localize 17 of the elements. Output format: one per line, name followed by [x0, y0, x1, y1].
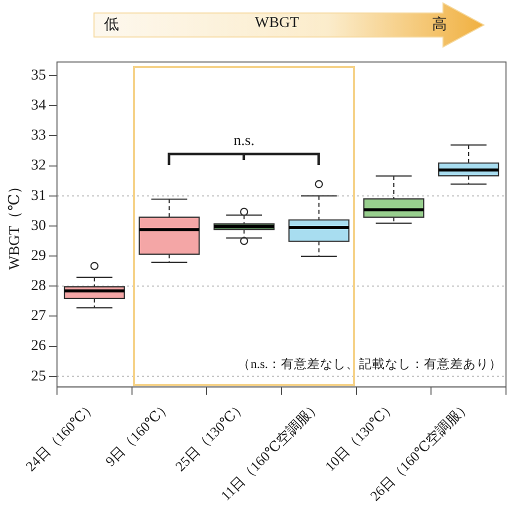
y-tick-label: 31 — [31, 188, 46, 204]
text: WBGT — [254, 15, 300, 32]
text: 低 — [104, 16, 119, 34]
y-tick-label: 25 — [31, 368, 46, 384]
y-tick-label: 28 — [31, 278, 46, 294]
y-tick-label: 29 — [31, 248, 46, 264]
y-tick-label: 34 — [31, 98, 46, 114]
y-tick-label: 32 — [31, 158, 46, 174]
annotation: （n.s.：有意差なし、記載なし：有意差あり） — [238, 356, 502, 371]
y-tick-label: 27 — [31, 308, 46, 324]
y-axis-title: WBGT（℃） — [6, 178, 23, 270]
annotation: n.s. — [232, 133, 256, 150]
y-tick-label: 33 — [31, 128, 46, 144]
y-tick-label: 30 — [31, 218, 46, 234]
y-tick-label: 26 — [31, 338, 46, 354]
text: 高 — [432, 15, 447, 34]
y-tick-label: 35 — [31, 67, 46, 84]
